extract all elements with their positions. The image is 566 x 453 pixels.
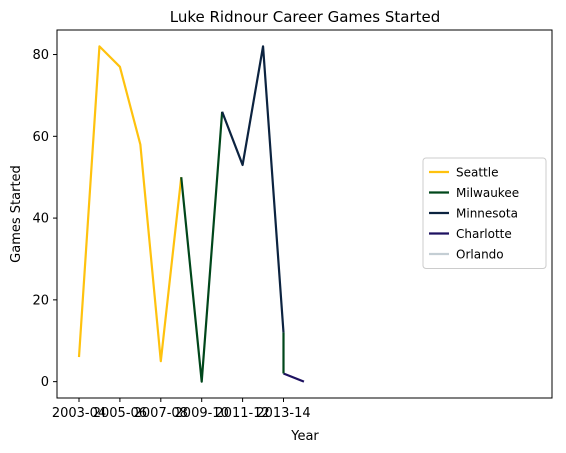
legend-box bbox=[422, 157, 547, 269]
series-line-charlotte bbox=[283, 372, 305, 383]
y-tick-label: 80 bbox=[32, 48, 49, 63]
y-tick-label: 0 bbox=[41, 375, 49, 390]
y-axis: 0 20 40 60 80 bbox=[32, 48, 57, 390]
x-tick-label: 2007-08 bbox=[134, 406, 188, 421]
legend-label-charlotte: Charlotte bbox=[456, 227, 512, 241]
x-tick-label: 2011-12 bbox=[215, 406, 269, 421]
legend-label-minnesota: Minnesota bbox=[456, 206, 518, 220]
legend-label-seattle: Seattle bbox=[456, 165, 498, 179]
legend-label-orlando: Orlando bbox=[456, 247, 504, 261]
x-axis-title: Year bbox=[290, 429, 319, 444]
y-tick-label: 40 bbox=[32, 212, 49, 227]
y-tick-label: 60 bbox=[32, 130, 49, 145]
plot-frame bbox=[56, 29, 553, 399]
series-line-seattle bbox=[77, 45, 183, 363]
series-line-milwaukee bbox=[180, 111, 224, 383]
y-tick-label: 20 bbox=[32, 293, 49, 308]
x-tick-label: 2005-06 bbox=[93, 406, 147, 421]
legend-label-milwaukee: Milwaukee bbox=[456, 186, 519, 200]
x-axis: 2003-042005-062007-082009-102011-122013-… bbox=[52, 398, 311, 421]
x-tick-label: 2009-10 bbox=[175, 406, 229, 421]
x-tick-label: 2003-04 bbox=[52, 406, 106, 421]
chart-title: Luke Ridnour Career Games Started bbox=[170, 8, 441, 26]
plot-lines bbox=[77, 45, 305, 383]
series-line-minnesota bbox=[221, 45, 285, 333]
x-tick-label: 2013-14 bbox=[256, 406, 310, 421]
legend: Seattle Milwaukee Minnesota Charlotte Orland… bbox=[422, 157, 547, 269]
y-axis-title: Games Started bbox=[9, 165, 24, 263]
